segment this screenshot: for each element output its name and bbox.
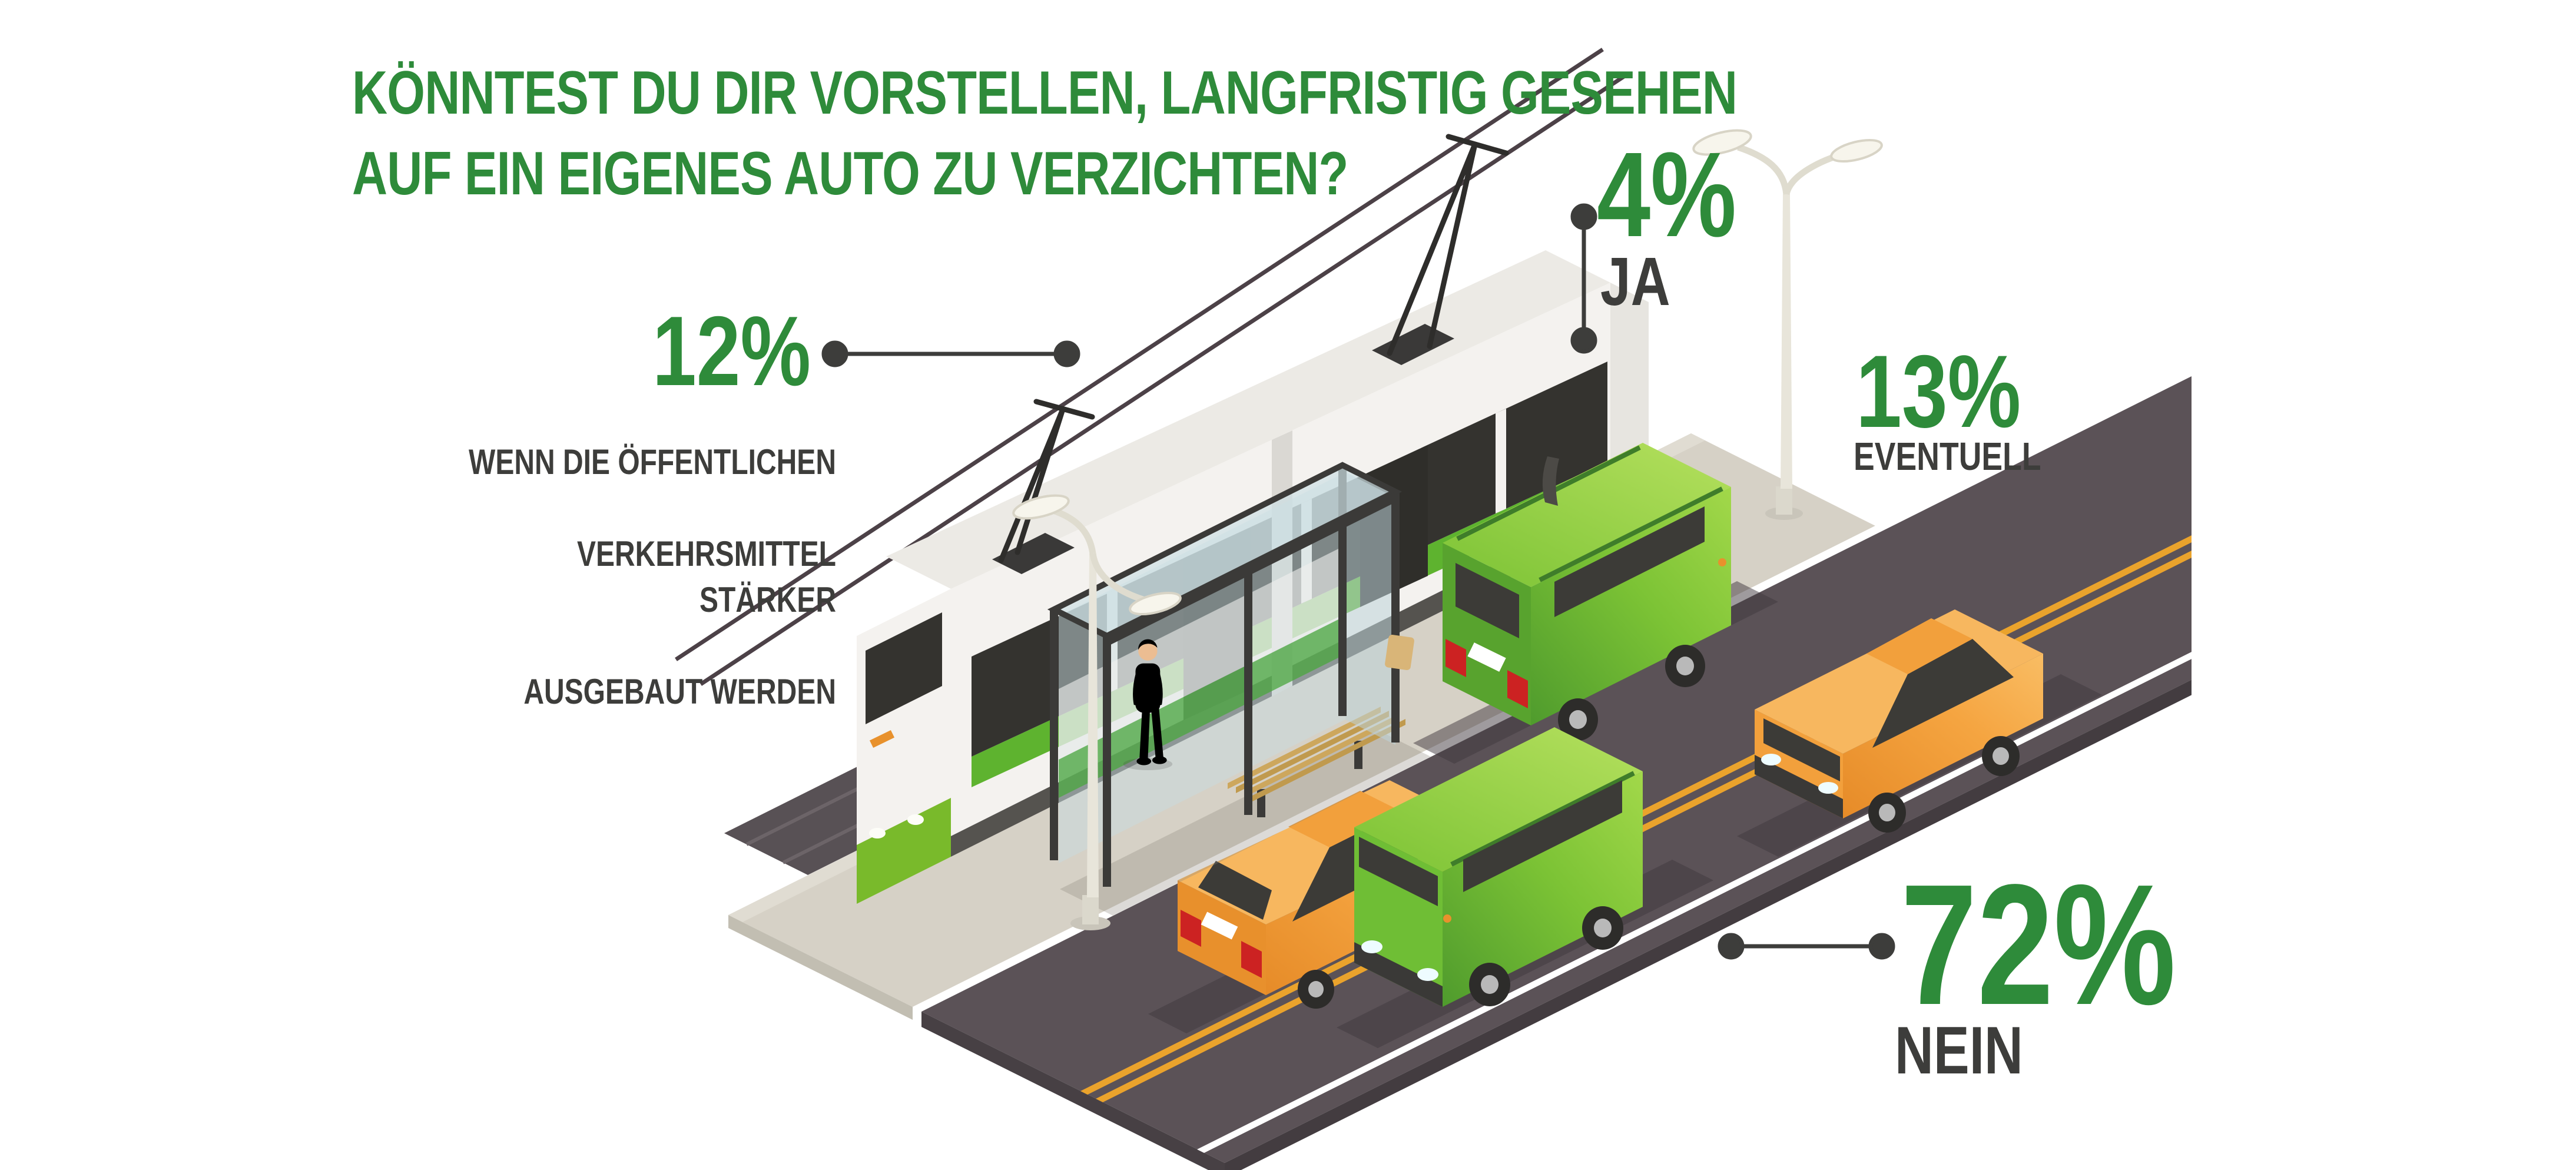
tram-stop-shelter (1047, 462, 1431, 916)
title-line-2: AUF EIN EIGENES AUTO ZU VERZICHTEN? (352, 140, 1348, 208)
tote-bag (1385, 634, 1414, 671)
green-minivan-2 (1354, 727, 1643, 1007)
shelter-bench (1228, 707, 1405, 817)
tram-windshield (866, 612, 942, 724)
stat-value-ausbau: 12% (652, 296, 811, 406)
page-title: KÖNNTEST DU DIR VORSTELLEN, LANGFRISTIG … (352, 53, 2083, 214)
backpack (1542, 456, 1559, 506)
road-edge-line (1197, 652, 2192, 1153)
shelter-glass-green-stripe (1059, 616, 1345, 798)
pedestrian-bag-man (2372, 639, 2576, 1170)
ausbau-line-3: AUSGEBAUT WERDEN (523, 672, 836, 711)
street-lamp-1 (1012, 494, 1182, 930)
street-lamp-2 (1692, 129, 1883, 520)
tram-overhead-wires (675, 48, 1629, 686)
green-minivan-1 (1443, 443, 1731, 741)
stat-value-nein: 72% (1901, 849, 2176, 1040)
connector-nein (1718, 933, 1895, 960)
tram-pantographs (998, 134, 1509, 564)
ausbau-line-1: WENN DIE ÖFFENTLICHEN (469, 442, 836, 482)
tram-front-skirt (857, 798, 951, 904)
stat-value-ja: 4% (1597, 127, 1737, 262)
stat-label-ausbau: WENN DIE ÖFFENTLICHEN VERKEHRSMITTEL STÄ… (350, 393, 836, 761)
stat-label-nein: NEIN (1895, 1013, 2023, 1088)
pedestrians (1385, 456, 2576, 1170)
stat-label-ja: JA (1600, 243, 1670, 320)
pedestrian-green-woman (2447, 612, 2576, 1170)
stat-label-eventuell: EVENTUELL (1854, 435, 2041, 479)
stat-value-eventuell: 13% (1856, 334, 2021, 449)
callout-connectors (821, 203, 1895, 960)
connector-ja (1570, 203, 1597, 354)
title-line-1: KÖNNTEST DU DIR VORSTELLEN, LANGFRISTIG … (352, 59, 1738, 127)
ausbau-line-2: VERKEHRSMITTEL STÄRKER (576, 534, 836, 619)
orange-sedan-1 (1755, 609, 2043, 833)
connector-ausbau (821, 340, 1080, 367)
